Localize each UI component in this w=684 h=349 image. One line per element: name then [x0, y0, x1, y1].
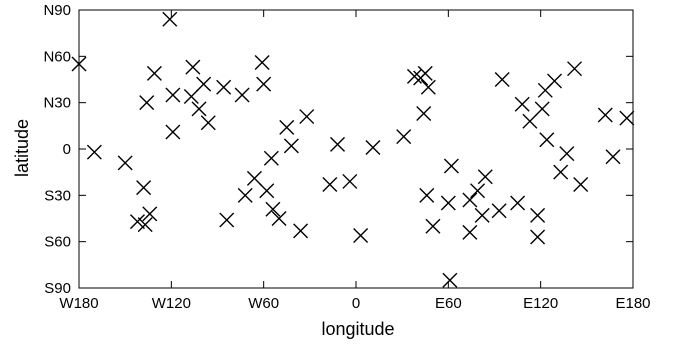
- data-point-x-marker: [510, 195, 526, 211]
- data-point-x-marker: [522, 113, 538, 129]
- data-point-x-marker: [234, 87, 250, 103]
- x-tick-label: E180: [615, 295, 650, 312]
- data-point-x-marker: [353, 227, 369, 243]
- data-point-x-marker: [139, 95, 155, 111]
- data-point-x-marker: [117, 155, 133, 171]
- data-point-x-marker: [279, 119, 295, 135]
- y-tick-label: S90: [44, 280, 71, 297]
- data-point-x-marker: [322, 177, 338, 193]
- data-point-x-marker: [142, 206, 158, 222]
- y-tick-label: S30: [44, 187, 71, 204]
- data-point-x-marker: [539, 132, 555, 148]
- data-point-x-marker: [162, 11, 178, 27]
- data-point-x-marker: [293, 223, 309, 239]
- y-tick-label: N60: [43, 48, 71, 65]
- data-point-x-marker: [216, 79, 232, 95]
- y-tick-label: S60: [44, 234, 71, 251]
- data-point-x-marker: [420, 79, 436, 95]
- data-point-x-marker: [605, 149, 621, 165]
- data-point-x-marker: [136, 180, 152, 196]
- data-point-x-marker: [271, 211, 287, 226]
- data-point-x-marker: [129, 214, 145, 230]
- data-point-x-marker: [477, 169, 493, 185]
- data-point-x-marker: [263, 150, 279, 166]
- x-tick-label: W60: [248, 295, 279, 312]
- data-point-x-marker: [165, 87, 181, 103]
- x-tick-label: W120: [152, 295, 191, 312]
- data-point-x-marker: [342, 173, 358, 189]
- x-tick-label: E120: [523, 295, 558, 312]
- data-point-x-marker: [146, 65, 162, 81]
- data-point-x-marker: [259, 183, 275, 199]
- data-point-x-marker: [559, 146, 575, 162]
- data-point-x-marker: [491, 203, 507, 219]
- data-point-x-marker: [553, 164, 569, 180]
- data-point-x-marker: [573, 177, 589, 193]
- data-point-x-marker: [137, 217, 153, 233]
- y-tick-label: N30: [43, 95, 71, 112]
- x-axis-label: longitude: [321, 319, 394, 339]
- data-point-x-marker: [299, 109, 315, 125]
- data-point-x-marker: [196, 76, 212, 92]
- data-point-x-marker: [462, 192, 478, 208]
- data-point-x-marker: [440, 195, 456, 211]
- data-point-x-marker: [200, 115, 216, 131]
- data-point-x-marker: [86, 144, 102, 160]
- data-point-x-marker: [219, 212, 235, 228]
- plot-area-frame: [78, 9, 634, 289]
- data-point-x-marker: [254, 55, 270, 71]
- data-point-x-marker: [256, 76, 272, 92]
- data-point-x-marker: [283, 138, 299, 154]
- x-tick-label: 0: [352, 295, 360, 312]
- data-point-x-marker: [365, 139, 381, 155]
- data-point-x-marker: [494, 72, 510, 87]
- data-point-x-marker: [183, 88, 199, 104]
- data-point-x-marker: [567, 61, 583, 77]
- data-point-x-marker: [237, 187, 253, 203]
- data-point-x-marker: [619, 110, 635, 126]
- data-point-x-marker: [597, 107, 613, 123]
- data-point-x-marker: [547, 73, 563, 89]
- data-point-x-marker: [406, 68, 422, 84]
- y-axis-label: latitude: [12, 119, 32, 177]
- data-point-x-marker: [530, 229, 546, 245]
- data-point-x-marker: [534, 101, 550, 117]
- data-point-x-marker: [185, 59, 201, 75]
- data-point-x-marker: [246, 170, 262, 186]
- data-point-x-marker: [165, 124, 181, 140]
- data-point-x-marker: [265, 201, 281, 217]
- data-point-x-marker: [425, 218, 441, 234]
- data-point-x-marker: [416, 105, 432, 121]
- data-point-x-marker: [71, 56, 87, 72]
- data-point-x-marker: [191, 101, 207, 117]
- data-point-x-marker: [330, 136, 346, 152]
- data-point-x-marker: [396, 129, 412, 145]
- data-point-x-marker: [474, 207, 490, 223]
- data-point-x-marker: [417, 65, 433, 81]
- y-tick-label: 0: [63, 141, 71, 158]
- data-point-x-marker: [442, 272, 458, 288]
- x-tick-label: W180: [59, 295, 98, 312]
- y-tick-label: N90: [43, 2, 71, 19]
- x-tick-label: E60: [435, 295, 462, 312]
- data-point-x-marker: [462, 224, 478, 240]
- data-point-x-marker: [443, 158, 459, 174]
- data-point-x-marker: [530, 207, 546, 223]
- data-point-x-marker: [470, 183, 486, 199]
- data-point-x-marker: [514, 96, 530, 112]
- data-point-x-marker: [419, 187, 435, 203]
